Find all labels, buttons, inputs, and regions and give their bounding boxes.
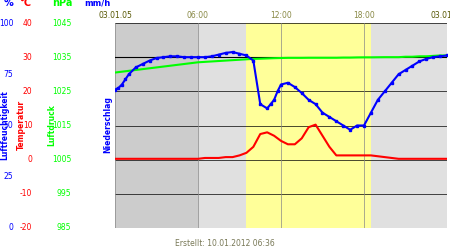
Text: 18:00: 18:00 — [353, 12, 375, 20]
Text: 8: 8 — [449, 155, 450, 164]
Text: 0: 0 — [27, 155, 32, 164]
Text: -10: -10 — [20, 189, 32, 198]
Text: 1025: 1025 — [52, 87, 71, 96]
Text: 0: 0 — [9, 224, 13, 232]
Text: 0: 0 — [449, 224, 450, 232]
Text: 06:00: 06:00 — [187, 12, 209, 20]
Text: 1015: 1015 — [52, 121, 71, 130]
Text: 12: 12 — [449, 121, 450, 130]
Text: 20: 20 — [449, 53, 450, 62]
Bar — [198, 23, 247, 228]
Text: Erstellt: 10.01.2012 06:36: Erstellt: 10.01.2012 06:36 — [175, 238, 275, 248]
Text: 4: 4 — [449, 189, 450, 198]
Text: -20: -20 — [20, 224, 32, 232]
Text: 10: 10 — [23, 121, 32, 130]
Text: 75: 75 — [4, 70, 13, 79]
Text: mm/h: mm/h — [84, 0, 111, 8]
Text: 1035: 1035 — [52, 53, 71, 62]
Bar — [247, 23, 371, 228]
Text: Luftfeuchtigkeit: Luftfeuchtigkeit — [0, 90, 9, 160]
Text: 03.01.05: 03.01.05 — [430, 12, 450, 20]
Text: 25: 25 — [4, 172, 14, 181]
Text: Temperatur: Temperatur — [17, 100, 26, 150]
Text: Luftdruck: Luftdruck — [47, 104, 56, 146]
Text: 12:00: 12:00 — [270, 12, 292, 20]
Text: 985: 985 — [57, 224, 71, 232]
Text: 995: 995 — [57, 189, 71, 198]
Text: Niederschlag: Niederschlag — [104, 96, 112, 154]
Text: 1045: 1045 — [52, 18, 71, 28]
Text: 100: 100 — [0, 18, 14, 28]
Text: 30: 30 — [22, 53, 32, 62]
Text: 50: 50 — [4, 121, 13, 130]
Text: 1005: 1005 — [52, 155, 71, 164]
Text: 16: 16 — [449, 87, 450, 96]
Text: °C: °C — [19, 0, 31, 8]
Text: hPa: hPa — [52, 0, 72, 8]
Text: 40: 40 — [22, 18, 32, 28]
Text: 03.01.05: 03.01.05 — [98, 12, 132, 20]
Text: 20: 20 — [23, 87, 32, 96]
Bar — [371, 23, 447, 228]
Text: 24: 24 — [449, 18, 450, 28]
Text: %: % — [3, 0, 13, 8]
